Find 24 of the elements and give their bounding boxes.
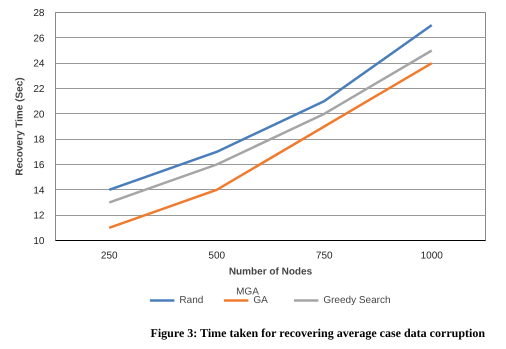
y-tick-label: 28 — [33, 8, 45, 19]
y-tick-label: 14 — [33, 185, 45, 196]
legend-label: GA — [253, 294, 269, 306]
legend-label: Greedy Search — [323, 294, 391, 306]
caption: Figure 3: Time taken for recovering average case data corruption — [150, 325, 485, 342]
y-tick-label: 26 — [33, 33, 45, 44]
x-axis-title: Number of Nodes — [228, 266, 313, 278]
y-tick-label: 16 — [33, 160, 45, 171]
line-series — [108, 49, 433, 204]
x-tick-label: 1000 — [420, 250, 444, 262]
line-series — [108, 62, 433, 230]
y-tick-label: 12 — [33, 210, 45, 222]
x-tick-label: 250 — [100, 250, 118, 262]
legend-label: Rand — [179, 294, 204, 306]
y-tick-label: 10 — [33, 236, 45, 247]
y-axis-title: Recovery Time (Sec) — [14, 77, 26, 176]
y-tick-label: 18 — [33, 134, 45, 146]
line-series — [108, 24, 433, 192]
y-tick-label: 24 — [33, 58, 45, 70]
x-tick-label: 750 — [316, 250, 334, 262]
y-tick-label: 20 — [33, 109, 45, 120]
text: MGA — [236, 286, 260, 298]
x-tick-label: 500 — [208, 250, 226, 262]
y-tick-label: 22 — [33, 84, 45, 95]
